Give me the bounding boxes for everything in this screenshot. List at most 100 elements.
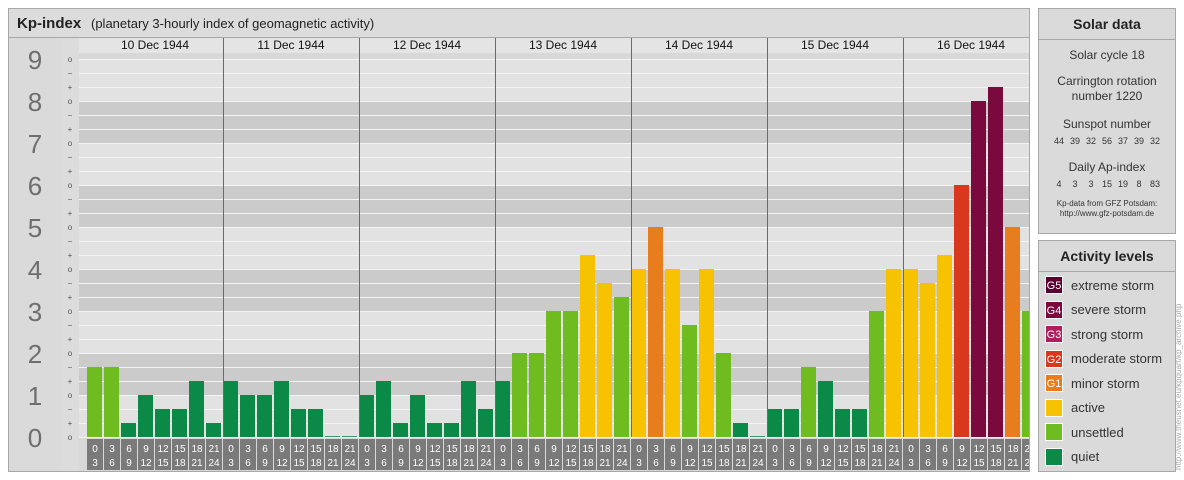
activity-levels-panel: Activity levels G5 extreme storm G4 severe … [1038, 240, 1176, 472]
x-tick-start: 15 [582, 444, 594, 455]
legend-label: unsettled [1071, 424, 1124, 440]
kp-bar [512, 353, 527, 437]
source-line-1: Kp-data from GFZ Potsdam: [1056, 199, 1158, 208]
solar-data-panel: Solar data Solar cycle 18 Carrington rot… [1038, 8, 1176, 234]
kp-bar [818, 381, 833, 437]
ap-value: 3 [1088, 179, 1094, 189]
x-tick-end: 12 [684, 458, 696, 469]
kp-bar [478, 408, 493, 437]
kp-bar [716, 353, 731, 437]
x-tick-end: 3 [92, 458, 98, 469]
kp-bar [138, 395, 153, 437]
minor-tick-mark: − [68, 111, 73, 120]
x-tick-end: 24 [888, 458, 900, 469]
kp-bar [104, 366, 119, 437]
sunspot-value: 56 [1101, 136, 1112, 146]
x-tick-start: 18 [191, 444, 203, 455]
kp-bar [563, 311, 578, 437]
x-tick-end: 9 [534, 458, 540, 469]
x-tick-start: 6 [806, 444, 812, 455]
x-tick-end: 24 [1024, 458, 1029, 469]
kp-bar [393, 423, 408, 437]
minor-tick-mark: o [68, 265, 73, 274]
x-interval-box [359, 439, 375, 470]
x-interval-box [342, 439, 358, 470]
x-tick-start: 3 [517, 444, 523, 455]
kp-bar [461, 381, 476, 437]
x-interval-box [699, 439, 715, 470]
legend-swatch [1045, 423, 1063, 441]
x-tick-end: 6 [789, 458, 795, 469]
sunspot-value: 44 [1053, 136, 1064, 146]
x-tick-start: 21 [480, 444, 492, 455]
y-tick-label: 5 [28, 213, 42, 243]
y-tick-label: 2 [28, 339, 42, 369]
x-tick-end: 12 [956, 458, 968, 469]
kp-bar [597, 282, 612, 437]
minor-tick-mark: − [68, 237, 73, 246]
kp-bar [325, 436, 340, 437]
x-tick-start: 0 [500, 444, 506, 455]
minor-tick-mark: − [68, 195, 73, 204]
kp-bar [920, 282, 935, 437]
kp-bar [155, 408, 170, 437]
x-tick-end: 15 [837, 458, 849, 469]
legend-item: G3 strong storm [1045, 324, 1143, 344]
x-tick-end: 12 [548, 458, 560, 469]
x-interval-box [733, 439, 749, 470]
x-tick-end: 21 [327, 458, 339, 469]
x-interval-box [546, 439, 562, 470]
sunspot-value: 32 [1149, 136, 1160, 146]
y-tick-label: 3 [28, 297, 42, 327]
kp-bar [308, 408, 323, 437]
kp-bar [801, 366, 816, 437]
x-tick-start: 9 [415, 444, 421, 455]
x-interval-box [461, 439, 477, 470]
y-axis-column [9, 38, 61, 471]
x-tick-end: 21 [871, 458, 883, 469]
legend-item: G4 severe storm [1045, 300, 1146, 320]
x-tick-end: 3 [500, 458, 506, 469]
source-link[interactable]: http://www.gfz-potsdam.de [1059, 209, 1155, 218]
minor-tick-mark: + [68, 335, 73, 344]
x-interval-box [240, 439, 256, 470]
kp-bar [189, 381, 204, 437]
kp-bar [257, 395, 272, 437]
kp-bar [376, 381, 391, 437]
kp-bar [988, 87, 1003, 437]
x-tick-start: 18 [871, 444, 883, 455]
ap-value: 19 [1117, 179, 1128, 189]
x-tick-start: 12 [293, 444, 305, 455]
x-tick-start: 0 [228, 444, 234, 455]
x-tick-end: 21 [191, 458, 203, 469]
x-tick-end: 12 [820, 458, 832, 469]
legend-swatch [1045, 398, 1063, 417]
x-interval-box [801, 439, 817, 470]
day-label: 14 Dec 1944 [665, 38, 733, 52]
day-label: 10 Dec 1944 [121, 38, 189, 52]
ap-label: Daily Ap-index [1068, 160, 1146, 174]
x-tick-end: 15 [973, 458, 985, 469]
chart-title-bar: Kp-index (planetary 3-hourly index of ge… [9, 9, 1029, 38]
x-tick-end: 15 [293, 458, 305, 469]
x-tick-start: 6 [670, 444, 676, 455]
x-tick-end: 6 [925, 458, 931, 469]
x-interval-box [325, 439, 341, 470]
x-tick-end: 18 [310, 458, 322, 469]
x-tick-start: 12 [565, 444, 577, 455]
x-interval-box [682, 439, 698, 470]
kp-bar [240, 395, 255, 437]
ap-value: 4 [1056, 179, 1062, 189]
x-interval-box [784, 439, 800, 470]
kp-bar [444, 423, 459, 437]
day-label: 16 Dec 1944 [937, 38, 1005, 52]
y-tick-label: 4 [28, 255, 42, 285]
x-tick-end: 3 [772, 458, 778, 469]
x-interval-box [835, 439, 851, 470]
x-tick-start: 15 [446, 444, 458, 455]
carrington-line-2: number 1220 [1071, 89, 1143, 103]
minor-tick-mark: − [68, 279, 73, 288]
x-tick-end: 6 [381, 458, 387, 469]
x-tick-end: 15 [701, 458, 713, 469]
x-tick-end: 6 [109, 458, 115, 469]
